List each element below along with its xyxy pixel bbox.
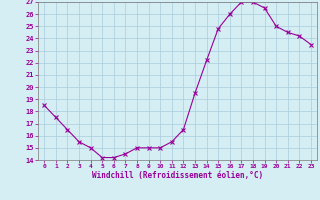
X-axis label: Windchill (Refroidissement éolien,°C): Windchill (Refroidissement éolien,°C) [92,171,263,180]
